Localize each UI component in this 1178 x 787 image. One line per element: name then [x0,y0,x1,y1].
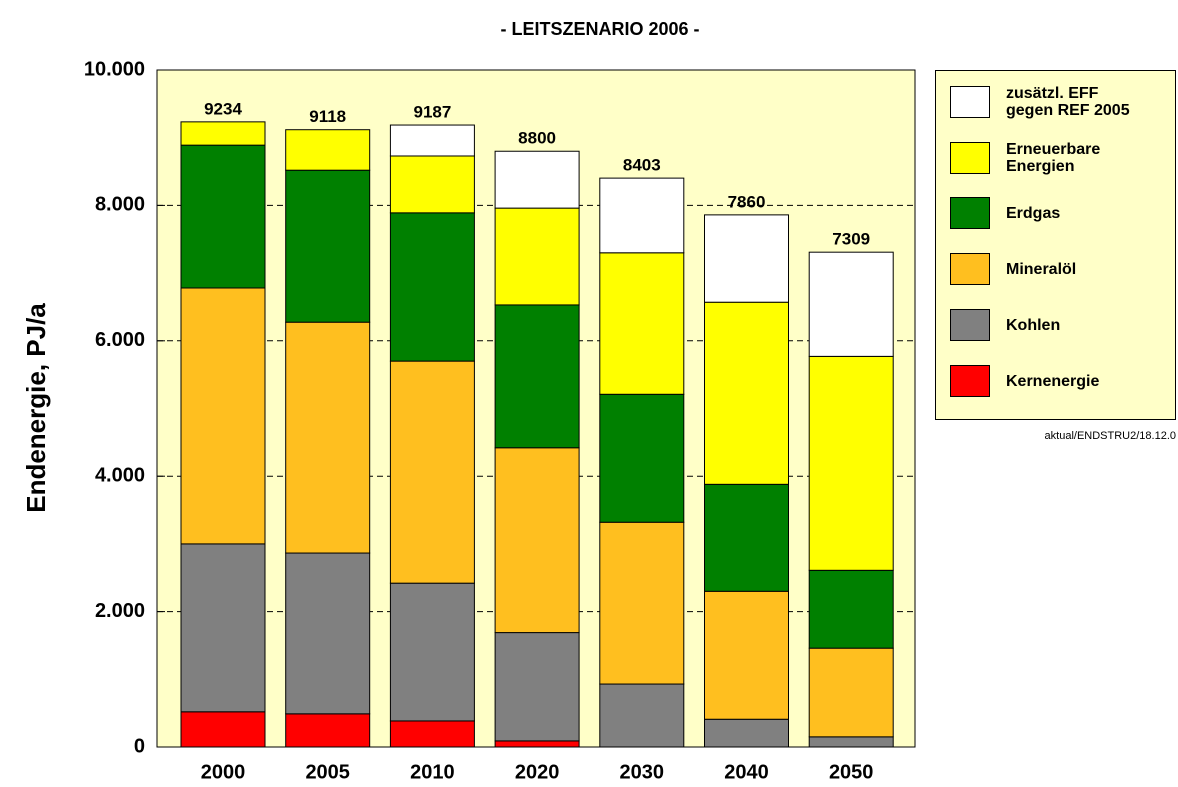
bar-segment [180,121,266,146]
legend-label: Mineralöl [1006,260,1077,278]
bar-segment [704,301,789,485]
bar-segment [389,720,475,748]
legend-swatch [950,253,990,285]
bar-segment [808,355,894,571]
legend-label: zusätzl. EFF gegen REF 2005 [1006,85,1130,119]
bar-segment [180,287,266,545]
legend-item: Erdgas [950,197,1060,229]
plot-frame [156,69,916,748]
legend-swatch [950,309,990,341]
x-tick-label: 2020 [515,761,560,783]
total-label: 9234 [204,99,242,118]
total-label: 8800 [518,129,556,148]
bar-segment [494,447,580,634]
bar-segment [494,740,580,748]
bar-segment [285,129,371,171]
x-tick-label: 2000 [201,761,246,783]
legend-swatch [950,365,990,397]
bar-segment [389,360,475,584]
bar-segment [285,713,371,748]
y-tick-label: 10.000 [84,58,145,80]
legend-item: Kohlen [950,309,1060,341]
x-tick-label: 2010 [410,761,455,783]
legend-label: Erdgas [1006,204,1061,222]
total-label: 7309 [832,230,870,249]
legend: Kernenergie Kohlen Mineralöl Erdgas Erneuerb… [935,70,1176,420]
bar-segment [599,683,685,748]
bar-segment [704,718,789,748]
bar-segment [180,543,266,713]
bar-segment [180,711,266,748]
total-label: 8403 [623,156,661,175]
bar-segment [180,144,266,289]
bar-segment [599,252,685,395]
bar-segment [599,521,685,685]
legend-item: Mineralöl [950,253,1076,285]
bar-segment [808,569,894,649]
legend-label: Kernenergie [1006,372,1100,390]
bar-segment [808,736,894,748]
bar-segment [389,212,475,362]
legend-swatch [950,197,990,229]
y-tick-label: 2.000 [95,600,145,622]
y-tick-label: 0 [134,735,145,757]
total-label: 9187 [413,103,451,122]
bar-segment [494,304,580,449]
legend-item: zusätzl. EFF gegen REF 2005 [950,85,1130,119]
chart-title: - LEITSZENARIO 2006 - [500,19,699,39]
footnote: aktual/ENDSTRU2/18.12.0 [1044,430,1176,442]
x-tick-label: 2005 [305,761,350,783]
bar-segment [808,647,894,738]
bar-segment [285,169,371,323]
y-tick-label: 6.000 [95,329,145,351]
y-tick-label: 4.000 [95,464,145,486]
y-tick-label: 8.000 [95,194,145,216]
bar-segment [704,483,789,592]
legend-swatch [950,86,990,118]
bar-segment [599,393,685,523]
bar-segment [704,590,789,720]
legend-item: Erneuerbare Energien [950,141,1100,175]
total-label: 7860 [728,192,766,211]
bar-segment [599,177,685,254]
x-tick-label: 2040 [724,761,769,783]
bar-segment [285,321,371,554]
y-axis-label: Endenergie, PJ/a [21,303,51,513]
bar-segment [704,214,789,303]
legend-swatch [950,142,990,174]
bar-segment [285,552,371,715]
total-label: 9118 [309,107,346,126]
legend-label: Erneuerbare Energien [1006,141,1101,175]
legend-item: Kernenergie [950,365,1099,397]
bar-segment [494,150,580,209]
bar-segment [389,582,475,722]
bar-segment [389,124,475,157]
bar-segment [808,251,894,357]
x-tick-label: 2050 [829,761,874,783]
legend-label: Kohlen [1006,316,1061,334]
x-tick-label: 2030 [620,761,665,783]
bar-segment [494,207,580,306]
bar-segment [494,632,580,742]
bar-segment [389,155,475,214]
